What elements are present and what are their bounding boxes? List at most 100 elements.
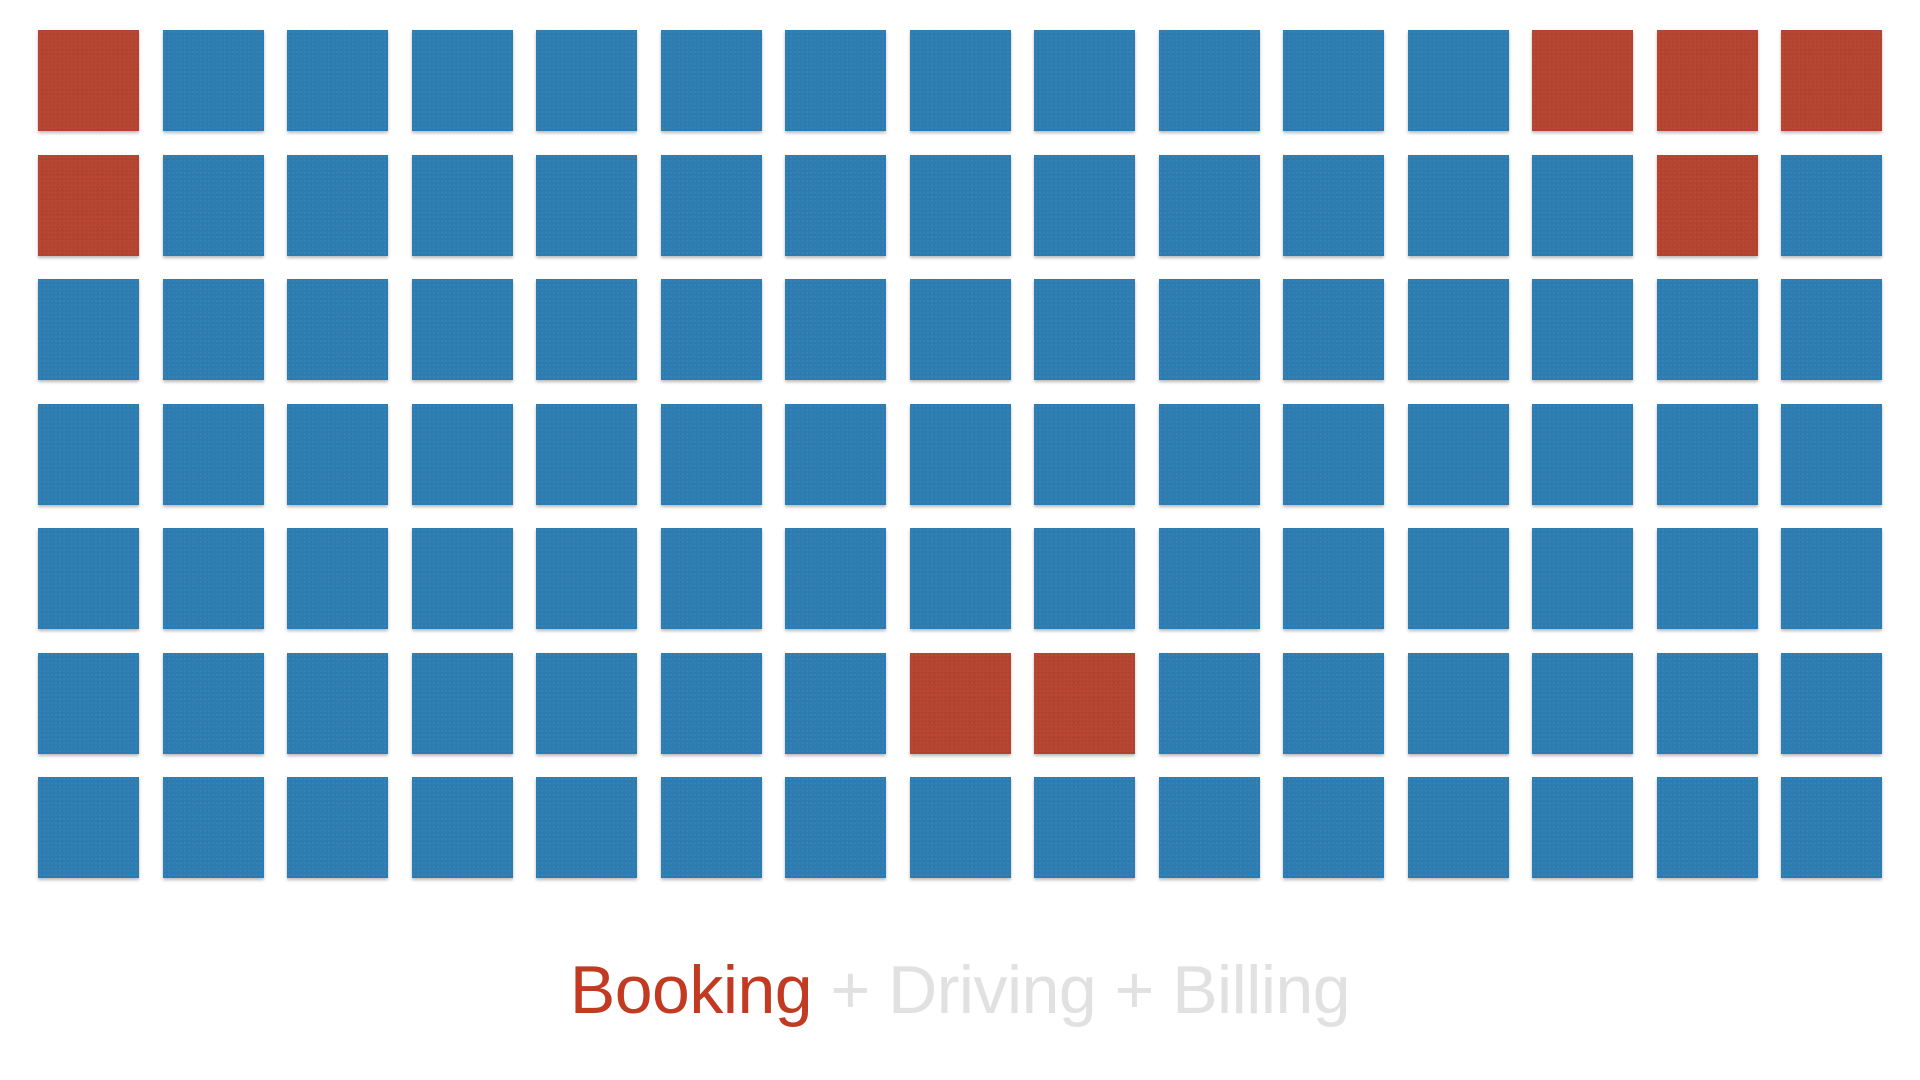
tile	[1158, 30, 1260, 131]
tile	[536, 403, 637, 505]
tile	[162, 777, 264, 878]
tile	[1532, 528, 1633, 629]
tile	[287, 652, 388, 754]
tile	[1283, 30, 1384, 131]
tile	[536, 30, 637, 131]
tile	[660, 30, 762, 131]
tile	[411, 279, 513, 380]
tile	[785, 652, 886, 754]
tile	[909, 279, 1011, 380]
tile	[1034, 777, 1135, 878]
tile	[287, 403, 388, 505]
tile	[38, 777, 139, 878]
tile	[785, 528, 886, 629]
tile	[1407, 30, 1509, 131]
tile	[38, 652, 139, 754]
tile	[411, 528, 513, 629]
tile	[1407, 777, 1509, 878]
tile	[660, 279, 762, 380]
tile	[1407, 528, 1509, 629]
tile	[1532, 279, 1633, 380]
tile-highlighted	[38, 154, 139, 256]
caption-active-term: Booking	[569, 952, 813, 1028]
tile	[1158, 279, 1260, 380]
tile	[536, 777, 637, 878]
tile	[1407, 279, 1509, 380]
tile-highlighted	[1656, 154, 1758, 256]
tile	[785, 777, 886, 878]
tile	[411, 30, 513, 131]
tile	[660, 403, 762, 505]
tile	[1656, 528, 1758, 629]
tile	[1034, 30, 1135, 131]
tile	[1283, 528, 1384, 629]
tile	[785, 154, 886, 256]
tile-highlighted	[1532, 30, 1633, 131]
tile	[1283, 652, 1384, 754]
tile	[785, 403, 886, 505]
tile	[1781, 528, 1882, 629]
tile	[1407, 652, 1509, 754]
tile	[411, 777, 513, 878]
tile	[1656, 279, 1758, 380]
tile	[1532, 652, 1633, 754]
tile	[1283, 777, 1384, 878]
tile	[909, 777, 1011, 878]
tile	[162, 652, 264, 754]
tile	[287, 777, 388, 878]
tile	[536, 652, 637, 754]
tile	[660, 777, 762, 878]
tile	[1158, 528, 1260, 629]
tile	[660, 652, 762, 754]
tile	[411, 652, 513, 754]
tile	[1532, 777, 1633, 878]
tile	[38, 403, 139, 505]
tile	[1283, 279, 1384, 380]
tile-highlighted	[1656, 30, 1758, 131]
tile	[1656, 403, 1758, 505]
tile	[660, 154, 762, 256]
tile	[287, 528, 388, 629]
tile	[1158, 777, 1260, 878]
tile	[287, 279, 388, 380]
tile	[1407, 154, 1509, 256]
tile	[1407, 403, 1509, 505]
caption-remaining-terms: + Driving + Billing	[812, 952, 1351, 1028]
tile	[1781, 279, 1882, 380]
tile	[1283, 403, 1384, 505]
tile	[162, 154, 264, 256]
tile	[1034, 403, 1135, 505]
tile-highlighted	[1034, 652, 1135, 754]
tile	[1532, 403, 1633, 505]
tile	[785, 30, 886, 131]
tile-grid	[38, 30, 1882, 878]
tile	[1781, 154, 1882, 256]
tile	[909, 528, 1011, 629]
tile	[785, 279, 886, 380]
tile	[162, 403, 264, 505]
tile	[909, 154, 1011, 256]
tile	[1158, 154, 1260, 256]
tile	[536, 154, 637, 256]
tile	[162, 528, 264, 629]
tile	[38, 528, 139, 629]
tile	[909, 30, 1011, 131]
tile	[1656, 777, 1758, 878]
tile	[909, 403, 1011, 505]
tile	[162, 30, 264, 131]
tile	[536, 528, 637, 629]
tile	[1034, 528, 1135, 629]
tile	[1656, 652, 1758, 754]
tile	[411, 403, 513, 505]
tile	[162, 279, 264, 380]
tile-highlighted	[38, 30, 139, 131]
tile	[1781, 652, 1882, 754]
tile	[287, 154, 388, 256]
tile	[1283, 154, 1384, 256]
tile	[1158, 652, 1260, 754]
tile	[1034, 154, 1135, 256]
tile-highlighted	[1781, 30, 1882, 131]
tile	[660, 528, 762, 629]
caption: Booking + Driving + Billing	[0, 950, 1920, 1030]
tile	[38, 279, 139, 380]
